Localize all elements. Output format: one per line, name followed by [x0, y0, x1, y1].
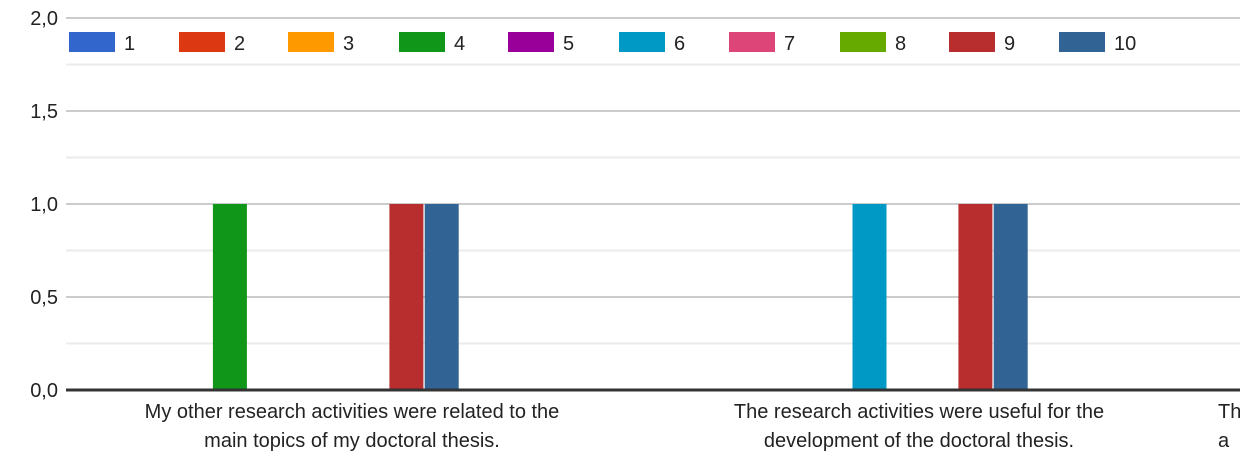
- y-tick-label: 0,5: [30, 287, 58, 309]
- category-label-2-line-1: The research activities were useful for …: [734, 401, 1104, 423]
- legend-swatch: [619, 32, 665, 52]
- legend-item-5[interactable]: 5: [508, 32, 574, 55]
- legend-swatch: [840, 32, 886, 52]
- category-label-3-line-2: a: [1218, 430, 1230, 452]
- legend-label: 1: [124, 33, 135, 55]
- legend-item-10[interactable]: 10: [1059, 32, 1136, 55]
- legend-swatch: [69, 32, 115, 52]
- category-label-3-line-1: Th: [1218, 401, 1241, 423]
- legend-item-8[interactable]: 8: [840, 32, 906, 55]
- bar-series-4-cat-1[interactable]: [212, 204, 247, 390]
- legend-swatch: [399, 32, 445, 52]
- y-tick-label: 1,0: [30, 194, 58, 216]
- legend-swatch: [1059, 32, 1105, 52]
- bar-series-9-cat-1[interactable]: [389, 204, 424, 390]
- legend-item-2[interactable]: 2: [179, 32, 245, 55]
- category-label-2-line-2: development of the doctoral thesis.: [764, 430, 1074, 452]
- legend-item-6[interactable]: 6: [619, 32, 685, 55]
- legend-label: 2: [234, 33, 245, 55]
- bar-series-10-cat-1[interactable]: [424, 204, 459, 390]
- bar-series-6-cat-2[interactable]: [852, 204, 887, 390]
- legend-swatch: [729, 32, 775, 52]
- legend-label: 6: [674, 33, 685, 55]
- legend-item-7[interactable]: 7: [729, 32, 795, 55]
- legend-item-4[interactable]: 4: [399, 32, 465, 55]
- legend-label: 5: [563, 33, 574, 55]
- bar-series-10-cat-2[interactable]: [993, 204, 1028, 390]
- legend-swatch: [949, 32, 995, 52]
- legend-label: 8: [895, 33, 906, 55]
- y-tick-label: 2,0: [30, 8, 58, 30]
- legend-item-1[interactable]: 1: [69, 32, 135, 55]
- legend-item-9[interactable]: 9: [949, 32, 1015, 55]
- legend-swatch: [179, 32, 225, 52]
- legend-label: 3: [343, 33, 354, 55]
- legend-label: 10: [1114, 33, 1136, 55]
- y-tick-label: 0,0: [30, 380, 58, 402]
- bars: [212, 204, 1028, 390]
- category-label-1-line-2: main topics of my doctoral thesis.: [204, 430, 500, 452]
- legend-label: 7: [784, 33, 795, 55]
- right-edge-mask: [1240, 0, 1250, 458]
- legend-label: 9: [1004, 33, 1015, 55]
- legend-label: 4: [454, 33, 465, 55]
- y-axis-ticks: 0,0 0,5 1,0 1,5 2,0: [30, 8, 58, 402]
- category-label-1-line-1: My other research activities were relate…: [145, 401, 560, 423]
- legend[interactable]: 1 2 3 4 5 6 7 8 9 10: [69, 32, 1136, 55]
- grid: [66, 17, 1250, 345]
- legend-swatch: [508, 32, 554, 52]
- x-axis-categories: My other research activities were relate…: [145, 401, 1242, 452]
- y-tick-label: 1,5: [30, 101, 58, 123]
- legend-item-3[interactable]: 3: [288, 32, 354, 55]
- legend-swatch: [288, 32, 334, 52]
- bar-series-9-cat-2[interactable]: [958, 204, 993, 390]
